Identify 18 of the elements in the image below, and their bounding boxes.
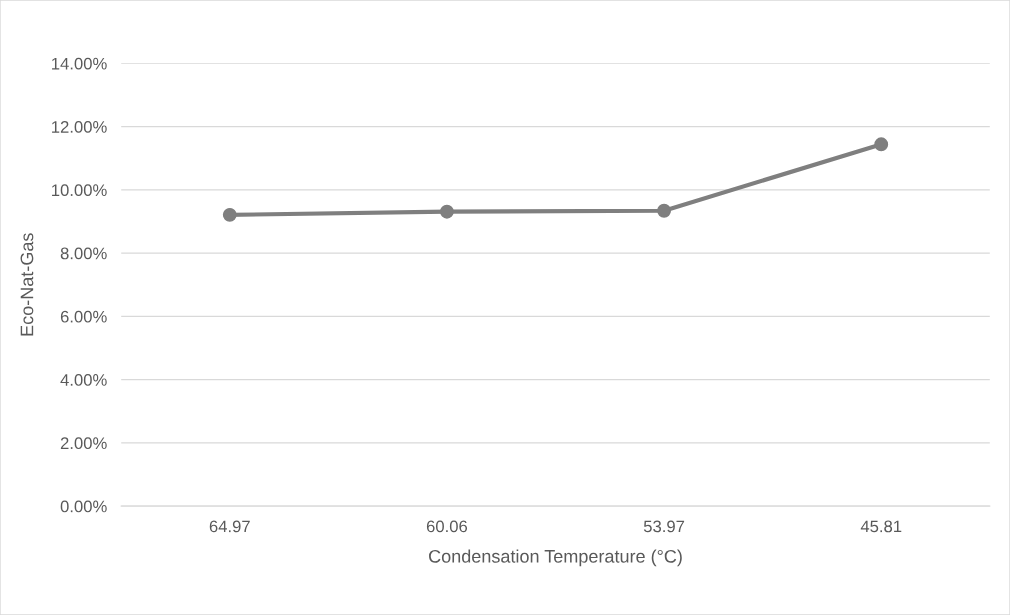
y-tick-label: 10.00% xyxy=(52,184,107,197)
x-tick-label: 53.97 xyxy=(643,520,685,533)
x-tick-label: 64.97 xyxy=(209,520,250,533)
y-tick-label: 14.00% xyxy=(52,57,107,70)
point xyxy=(874,137,889,152)
y-axis-title: Eco-Nat-Gas xyxy=(20,233,34,336)
point xyxy=(657,203,672,218)
x-tick-label: 45.81 xyxy=(860,520,902,533)
x-axis-title: Condensation Temperature (°C) xyxy=(429,549,682,567)
y-tick-label: 4.00% xyxy=(60,374,107,386)
y-tick-label: 12.00% xyxy=(52,121,107,133)
point xyxy=(222,207,237,222)
y-tick-label: 8.00% xyxy=(60,247,107,260)
y-tick-label: 2.00% xyxy=(60,437,107,450)
y-tick-label: 6.00% xyxy=(60,310,107,323)
x-tick-label: 60.06 xyxy=(426,520,468,533)
point xyxy=(439,204,454,219)
y-tick-label: 0.00% xyxy=(60,500,107,513)
